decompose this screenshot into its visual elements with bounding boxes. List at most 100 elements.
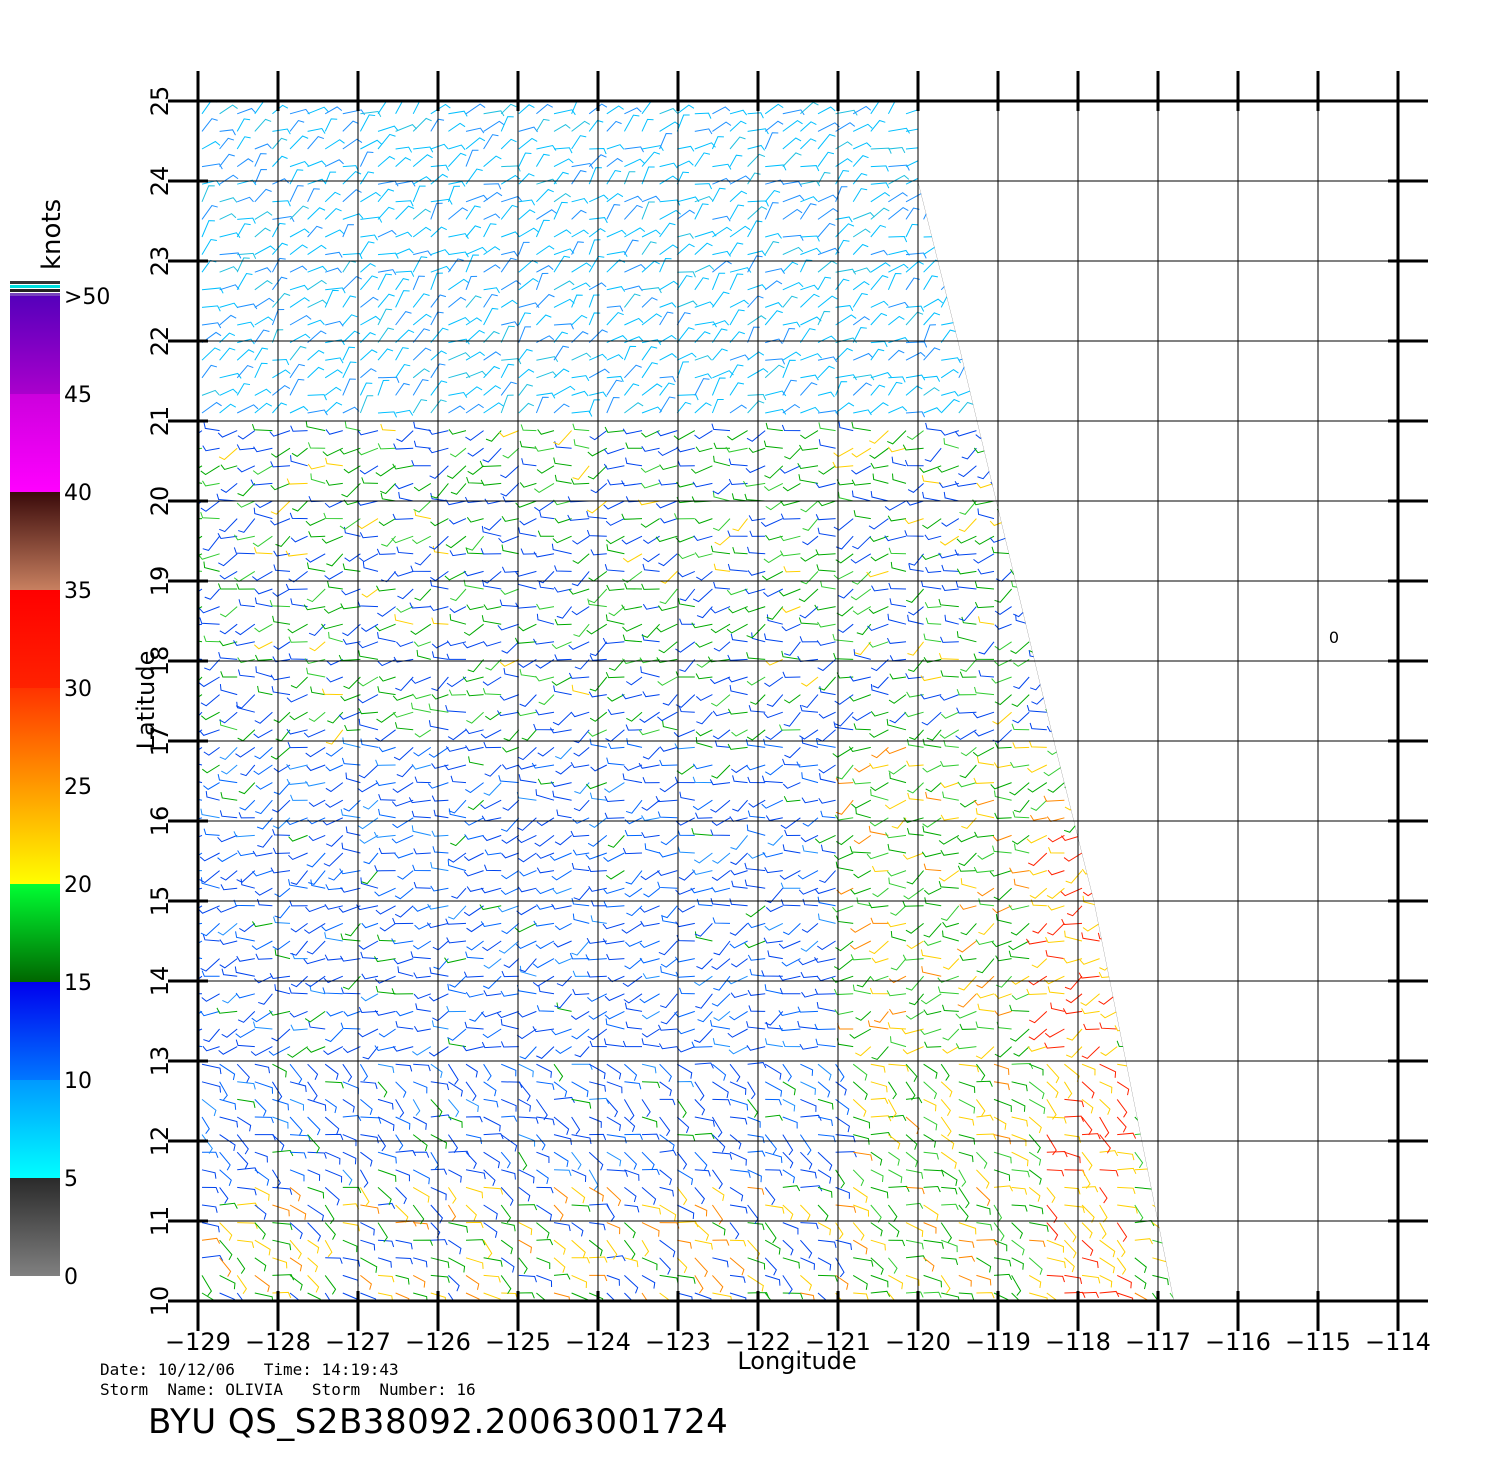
wind-barb	[902, 1046, 924, 1055]
wind-barb	[1101, 922, 1118, 932]
wind-barb	[305, 746, 326, 758]
wind-barb	[1101, 588, 1118, 598]
wind-barb	[958, 1187, 970, 1209]
wind-barb	[1078, 430, 1100, 439]
wind-barb	[342, 170, 362, 185]
wind-barb	[871, 1046, 889, 1061]
wind-barb	[1116, 676, 1136, 685]
wind-barb	[867, 623, 889, 632]
wind-barb	[1133, 676, 1153, 685]
wind-barb	[765, 905, 784, 913]
wind-barb	[307, 1151, 327, 1159]
wind-barb	[1082, 515, 1100, 522]
wind-barb	[518, 402, 535, 414]
wind-barb	[395, 1204, 409, 1223]
wind-barb	[240, 878, 255, 889]
wind-barb	[374, 887, 396, 897]
wind-barb	[377, 1098, 394, 1110]
wind-barb	[943, 437, 959, 449]
wind-barb	[589, 1133, 607, 1141]
wind-barb	[588, 1010, 608, 1020]
wind-barb	[1064, 1169, 1086, 1176]
wind-barb	[1151, 167, 1168, 185]
wind-barb	[201, 401, 222, 414]
wind-barb	[413, 1063, 431, 1072]
wind-barb	[1066, 1028, 1083, 1041]
wind-barb	[693, 535, 713, 542]
wind-barb	[1043, 764, 1065, 777]
wind-barb	[624, 1081, 642, 1090]
wind-barb	[1046, 152, 1060, 167]
wind-barb	[782, 379, 797, 396]
wind-barb	[325, 251, 343, 258]
wind-barb	[1169, 1116, 1174, 1137]
wind-barb	[923, 923, 942, 938]
wind-barb	[852, 172, 868, 185]
wind-barb	[679, 618, 695, 625]
wind-barb	[342, 1098, 355, 1113]
wind-barb	[431, 830, 449, 837]
wind-barb	[621, 693, 643, 700]
wind-barb	[324, 191, 341, 203]
wind-barb	[713, 641, 731, 652]
wind-barb	[586, 510, 607, 520]
wind-barb	[571, 606, 590, 616]
wind-barb	[940, 1134, 955, 1150]
wind-barb	[835, 861, 854, 872]
wind-barb	[254, 1063, 270, 1074]
wind-barb	[607, 835, 625, 848]
wind-barb	[728, 478, 748, 486]
wind-barb	[958, 518, 977, 533]
wind-barb	[430, 311, 444, 326]
wind-barb	[749, 968, 766, 977]
wind-barb	[1029, 1239, 1046, 1248]
wind-barb	[219, 711, 238, 724]
wind-barb	[219, 1292, 235, 1301]
wind-barb	[395, 290, 410, 308]
wind-barb	[748, 705, 766, 713]
wind-barb	[219, 518, 238, 533]
wind-barb	[448, 1239, 462, 1255]
wind-barb	[677, 145, 695, 152]
wind-barb	[377, 348, 394, 361]
wind-barb	[1154, 447, 1171, 460]
wind-barb	[273, 550, 291, 557]
wind-barb	[286, 778, 308, 785]
wind-barb	[870, 147, 892, 154]
wind-barb	[255, 782, 273, 790]
wind-barb	[236, 273, 253, 291]
wind-barb	[236, 118, 251, 132]
wind-barb	[535, 396, 549, 414]
wind-barb	[923, 124, 942, 132]
wind-barb	[307, 135, 325, 150]
wind-barb	[448, 429, 467, 435]
wind-barb	[412, 185, 426, 202]
wind-barb	[992, 711, 1012, 725]
wind-barb	[836, 915, 854, 924]
wind-barb	[1008, 940, 1030, 951]
wind-barb	[1116, 315, 1133, 326]
wind-barb	[1149, 460, 1171, 467]
wind-barb	[1099, 379, 1112, 396]
wind-barb	[891, 473, 907, 484]
wind-barb	[571, 331, 589, 343]
wind-barb	[307, 1098, 327, 1112]
wind-barb	[923, 1186, 941, 1193]
wind-barb	[1081, 296, 1097, 308]
wind-barb	[463, 971, 484, 978]
wind-barb	[254, 143, 272, 150]
wind-barb	[694, 112, 712, 119]
wind-barb	[1099, 298, 1118, 308]
wind-barb	[1152, 1151, 1169, 1165]
wind-barb	[747, 315, 767, 326]
wind-barb	[500, 363, 515, 379]
wind-barb	[659, 353, 677, 361]
wind-barb	[692, 763, 713, 770]
wind-barb	[820, 580, 836, 590]
wind-barb	[221, 1028, 238, 1038]
wind-barb	[852, 292, 868, 308]
wind-barb	[711, 886, 731, 893]
wind-barb	[377, 376, 400, 383]
wind-barb	[782, 281, 804, 291]
wind-barb	[1032, 923, 1048, 934]
